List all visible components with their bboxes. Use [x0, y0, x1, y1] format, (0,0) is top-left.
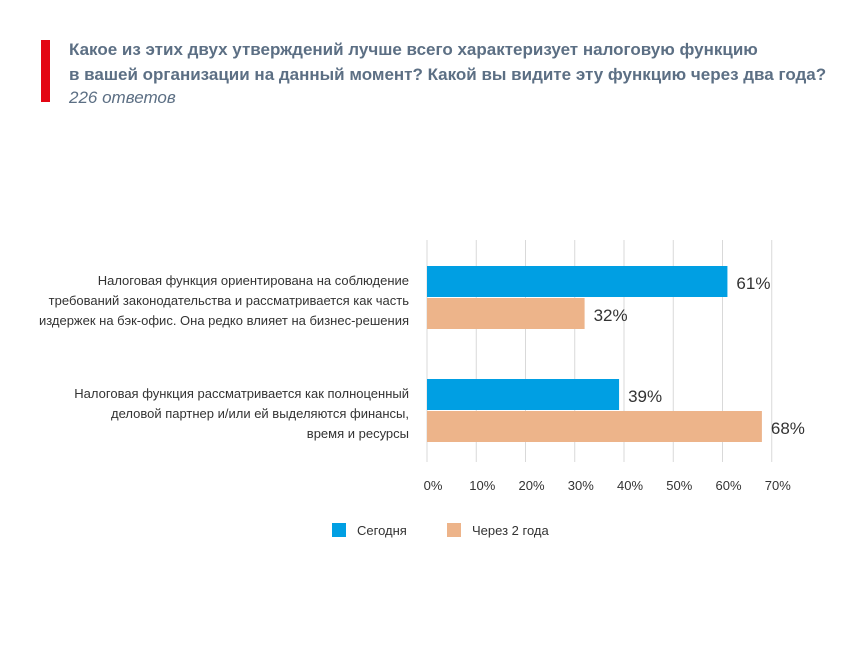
data-label: 32% — [594, 306, 628, 325]
category-label: издержек на бэк-офис. Она редко влияет н… — [39, 313, 409, 328]
x-tick-label: 40% — [617, 478, 643, 493]
category-label: Налоговая функция ориентирована на соблю… — [98, 273, 409, 288]
category-label: время и ресурсы — [307, 426, 409, 441]
x-tick-label: 50% — [666, 478, 692, 493]
bar — [427, 266, 728, 297]
category-label: деловой партнер и/или ей выделяются фина… — [111, 406, 409, 421]
chart-title-line-1: Какое из этих двух утверждений лучше все… — [69, 40, 758, 59]
legend-swatch — [332, 523, 346, 537]
legend-label: Сегодня — [357, 523, 407, 538]
title-accent-bar — [41, 40, 50, 102]
x-tick-label: 30% — [568, 478, 594, 493]
data-label: 68% — [771, 419, 805, 438]
bar — [427, 411, 762, 442]
x-tick-label: 70% — [765, 478, 791, 493]
category-label: Налоговая функция рассматривается как по… — [74, 386, 409, 401]
response-count: 226 ответов — [69, 88, 176, 107]
category-label: требований законодательства и рассматрив… — [49, 293, 410, 308]
x-tick-label: 0% — [424, 478, 443, 493]
x-tick-label: 10% — [469, 478, 495, 493]
data-label: 39% — [628, 387, 662, 406]
chart-title: Какое из этих двух утверждений лучше все… — [69, 37, 829, 87]
data-label: 61% — [736, 274, 770, 293]
x-tick-label: 60% — [715, 478, 741, 493]
bar — [427, 379, 620, 410]
x-tick-label: 20% — [518, 478, 544, 493]
legend-swatch — [447, 523, 461, 537]
legend-label: Через 2 года — [472, 523, 549, 538]
chart-title-line-2: в вашей организации на данный момент? Ка… — [69, 65, 827, 84]
bar — [427, 298, 585, 329]
